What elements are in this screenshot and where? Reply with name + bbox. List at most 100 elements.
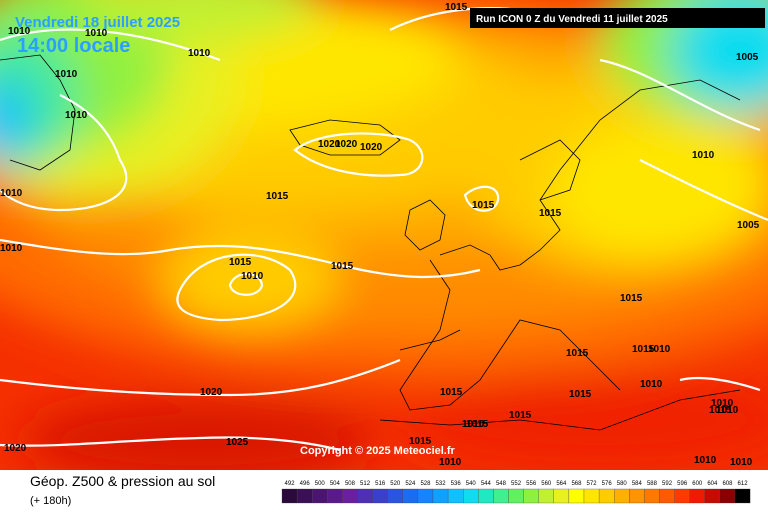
lead-time: (+ 180h) — [30, 495, 71, 507]
isobar-label: 1015 — [509, 410, 532, 421]
isobar-label: 1015 — [445, 2, 468, 13]
field — [0, 0, 768, 470]
isobar-label: 1025 — [226, 437, 249, 448]
isobar-label: 1005 — [736, 52, 759, 63]
isobar-label: 1015 — [569, 389, 592, 400]
legend-title: Géop. Z500 & pression au sol — [30, 473, 215, 489]
isobar-label: 1015 — [620, 293, 643, 304]
colorbar-cell — [538, 488, 554, 504]
colorbar-label: 504 — [330, 481, 341, 487]
colorbar-label: 496 — [300, 481, 311, 487]
colorbar-cell — [553, 488, 570, 504]
isobar-label: 1010 — [648, 344, 671, 355]
colorbar-cell — [629, 488, 645, 504]
colorbar-cell — [342, 488, 358, 504]
isobar-label: 1015 — [266, 191, 289, 202]
colorbar-label: 600 — [692, 481, 703, 487]
colorbar-cell — [281, 488, 298, 504]
copyright: Copyright © 2025 Meteociel.fr — [300, 445, 456, 457]
colorbar-cell — [296, 488, 313, 504]
colorbar-label: 588 — [647, 481, 658, 487]
colorbar-label: 552 — [511, 481, 522, 487]
colorbar-cell — [719, 488, 736, 504]
colorbar-cell — [447, 488, 464, 504]
isobar-label: 1010 — [0, 188, 23, 199]
colorbar-cell — [387, 488, 403, 504]
colorbar-label: 508 — [345, 481, 356, 487]
run-info: Run ICON 0 Z du Vendredi 11 juillet 2025 — [476, 14, 668, 25]
colorbar-cell — [674, 488, 690, 504]
colorbar-cell — [327, 488, 343, 504]
colorbar-cell — [704, 488, 721, 504]
colorbar-cell — [598, 488, 615, 504]
colorbar: 492 496 500 504 508 512 516 520 524 528 532 536 540 5… — [281, 481, 751, 504]
isobar-label: 1010 — [241, 271, 264, 282]
colorbar-cell — [417, 488, 434, 504]
colorbar-label: 580 — [617, 481, 628, 487]
colorbar-label: 540 — [466, 481, 477, 487]
colorbar-label: 584 — [632, 481, 643, 487]
colorbar-cell — [583, 488, 600, 504]
isobar-label: 1020 — [200, 387, 223, 398]
colorbar-label: 612 — [738, 481, 749, 487]
colorbar-cell — [493, 488, 509, 504]
colorbar-label: 524 — [405, 481, 416, 487]
isobar-label: 1015 — [409, 436, 432, 447]
colorbar-label: 564 — [556, 481, 567, 487]
colorbar-label: 492 — [285, 481, 296, 487]
forecast-date: Vendredi 18 juillet 2025 — [15, 14, 180, 31]
isobar-label: 1020 — [4, 443, 27, 454]
colorbar-label: 576 — [602, 481, 613, 487]
colorbar-label: 556 — [526, 481, 537, 487]
colorbar-cell — [372, 488, 388, 504]
forecast-time: 14:00 locale — [17, 35, 130, 57]
isobar-label: 1010 — [730, 457, 753, 468]
isobar-label: 1010 — [188, 48, 211, 59]
isobar-label: 1010 — [439, 457, 462, 468]
colorbar-label: 572 — [587, 481, 598, 487]
colorbar-label: 536 — [451, 481, 462, 487]
isobar-label: 1005 — [737, 220, 760, 231]
isobar-label: 1010 — [85, 28, 108, 39]
isobar-label: 1010 — [55, 69, 78, 80]
isobar-label: 1015 — [472, 200, 495, 211]
isobar-label: 1015 — [709, 405, 732, 416]
isobar-label: 1015 — [566, 348, 589, 359]
colorbar-cell — [614, 488, 630, 504]
isobar-label: 1020 — [360, 142, 383, 153]
colorbar-label: 608 — [722, 481, 733, 487]
colorbar-label: 512 — [360, 481, 371, 487]
colorbar-cell — [523, 488, 539, 504]
colorbar-label: 528 — [420, 481, 431, 487]
colorbar-label: 568 — [571, 481, 582, 487]
colorbar-label: 560 — [541, 481, 552, 487]
colorbar-cell — [659, 488, 675, 504]
isobar-label: 1010 — [0, 243, 23, 254]
isobar-label: 1020 — [335, 139, 358, 150]
run-box — [470, 8, 765, 28]
colorbar-cell — [357, 488, 373, 504]
colorbar-cell — [508, 488, 524, 504]
isobar-label: 1010 — [462, 419, 485, 430]
colorbar-cell — [463, 488, 479, 504]
isobar-label: 1010 — [694, 455, 717, 466]
isobar-label: 1010 — [65, 110, 88, 121]
colorbar-label: 596 — [677, 481, 688, 487]
colorbar-label: 544 — [481, 481, 492, 487]
isobar-label: 1010 — [716, 405, 739, 416]
coastlines — [0, 54, 741, 431]
colorbar-cell — [478, 488, 494, 504]
isobar-label: 1010 — [640, 379, 663, 390]
colorbar-cell — [689, 488, 705, 504]
isobar-label: 1015 — [539, 208, 562, 219]
colorbar-label: 500 — [315, 481, 326, 487]
isobars — [0, 7, 768, 452]
isobar-label: 1015 — [331, 261, 354, 272]
isobar-label: 1010 — [8, 26, 31, 37]
colorbar-label: 604 — [707, 481, 718, 487]
isobar-label: 1020 — [318, 139, 341, 150]
colorbar-cell — [312, 488, 328, 504]
colorbar-label: 532 — [436, 481, 447, 487]
isobar-label: 1010 — [711, 398, 734, 409]
